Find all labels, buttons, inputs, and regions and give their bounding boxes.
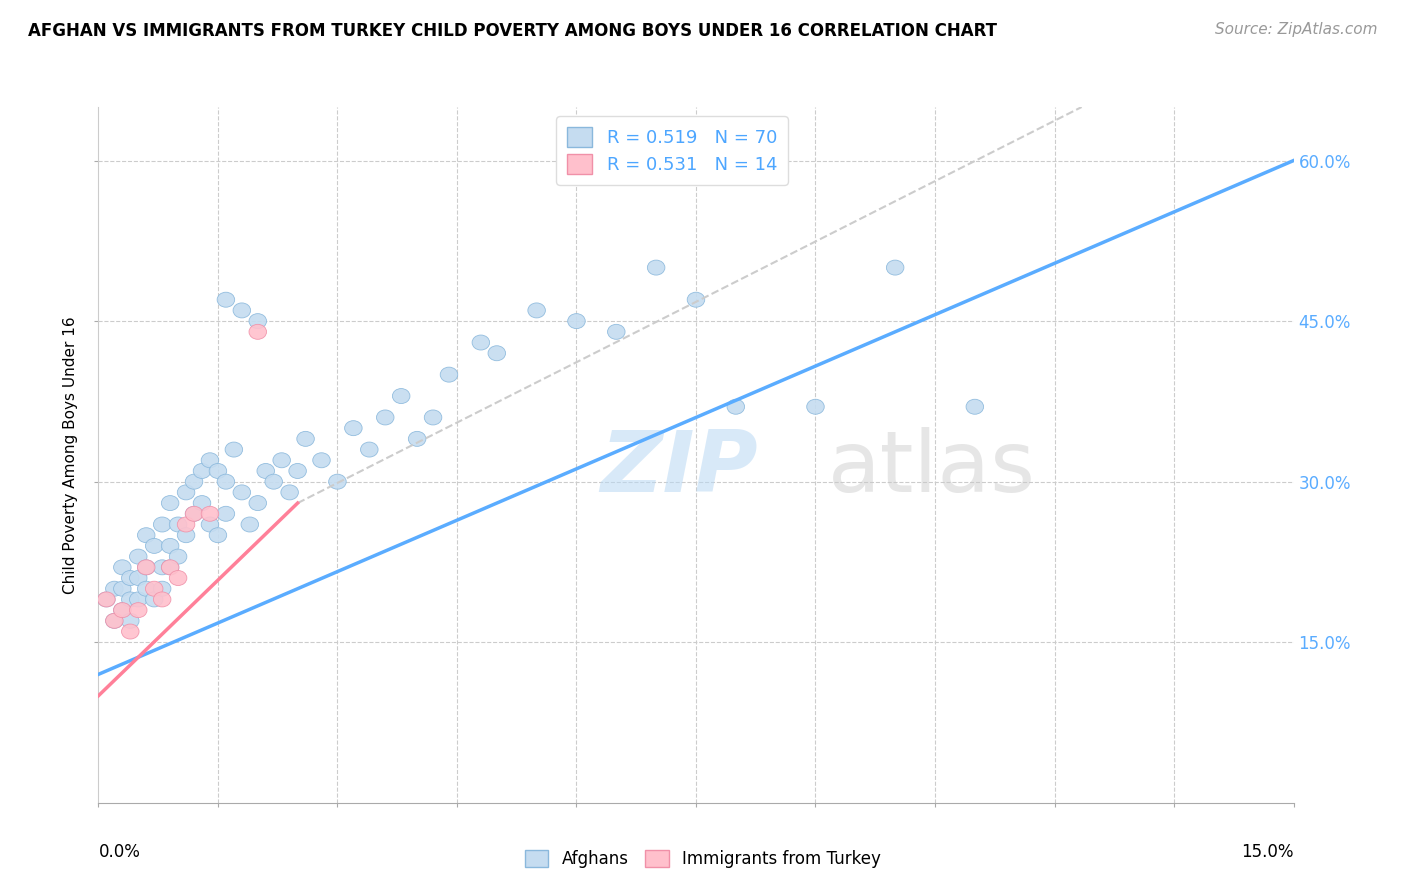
Ellipse shape [121,592,139,607]
Ellipse shape [233,485,250,500]
Y-axis label: Child Poverty Among Boys Under 16: Child Poverty Among Boys Under 16 [63,316,79,594]
Ellipse shape [249,314,267,328]
Ellipse shape [169,571,187,585]
Ellipse shape [145,592,163,607]
Ellipse shape [145,582,163,596]
Ellipse shape [129,603,148,617]
Ellipse shape [138,582,155,596]
Text: 0.0%: 0.0% [98,844,141,862]
Ellipse shape [105,582,124,596]
Ellipse shape [169,517,187,532]
Ellipse shape [312,453,330,467]
Ellipse shape [114,603,131,617]
Ellipse shape [201,517,219,532]
Text: 15.0%: 15.0% [1241,844,1294,862]
Ellipse shape [297,432,315,446]
Ellipse shape [727,400,745,414]
Ellipse shape [488,346,506,360]
Ellipse shape [162,496,179,510]
Ellipse shape [105,614,124,628]
Ellipse shape [121,614,139,628]
Ellipse shape [97,592,115,607]
Ellipse shape [527,303,546,318]
Ellipse shape [240,517,259,532]
Ellipse shape [249,325,267,339]
Ellipse shape [217,475,235,489]
Ellipse shape [360,442,378,457]
Ellipse shape [186,507,202,521]
Ellipse shape [129,549,148,564]
Ellipse shape [162,560,179,574]
Ellipse shape [568,314,585,328]
Ellipse shape [425,410,441,425]
Ellipse shape [129,571,148,585]
Ellipse shape [138,560,155,574]
Ellipse shape [121,624,139,639]
Ellipse shape [97,592,115,607]
Ellipse shape [607,325,626,339]
Ellipse shape [966,400,984,414]
Ellipse shape [273,453,291,467]
Ellipse shape [138,528,155,542]
Ellipse shape [114,560,131,574]
Ellipse shape [169,549,187,564]
Text: AFGHAN VS IMMIGRANTS FROM TURKEY CHILD POVERTY AMONG BOYS UNDER 16 CORRELATION C: AFGHAN VS IMMIGRANTS FROM TURKEY CHILD P… [28,22,997,40]
Ellipse shape [344,421,363,435]
Ellipse shape [209,528,226,542]
Ellipse shape [162,539,179,553]
Ellipse shape [177,517,195,532]
Ellipse shape [329,475,346,489]
Ellipse shape [392,389,411,403]
Ellipse shape [233,303,250,318]
Ellipse shape [193,464,211,478]
Ellipse shape [153,517,172,532]
Text: Source: ZipAtlas.com: Source: ZipAtlas.com [1215,22,1378,37]
Ellipse shape [257,464,274,478]
Ellipse shape [472,335,489,350]
Ellipse shape [688,293,704,307]
Ellipse shape [201,507,219,521]
Ellipse shape [408,432,426,446]
Ellipse shape [186,507,202,521]
Ellipse shape [217,507,235,521]
Ellipse shape [177,528,195,542]
Legend: Afghans, Immigrants from Turkey: Afghans, Immigrants from Turkey [519,843,887,875]
Ellipse shape [217,293,235,307]
Text: atlas: atlas [827,427,1035,510]
Ellipse shape [186,475,202,489]
Ellipse shape [177,485,195,500]
Ellipse shape [647,260,665,275]
Ellipse shape [288,464,307,478]
Text: ZIP: ZIP [600,427,758,510]
Ellipse shape [377,410,394,425]
Ellipse shape [145,539,163,553]
Ellipse shape [129,592,148,607]
Ellipse shape [264,475,283,489]
Ellipse shape [153,582,172,596]
Ellipse shape [440,368,458,382]
Ellipse shape [105,614,124,628]
Ellipse shape [209,464,226,478]
Ellipse shape [281,485,298,500]
Ellipse shape [886,260,904,275]
Ellipse shape [225,442,243,457]
Ellipse shape [201,453,219,467]
Ellipse shape [114,603,131,617]
Ellipse shape [193,496,211,510]
Ellipse shape [249,496,267,510]
Ellipse shape [162,560,179,574]
Ellipse shape [121,571,139,585]
Ellipse shape [114,582,131,596]
Ellipse shape [153,560,172,574]
Ellipse shape [138,560,155,574]
Legend: R = 0.519   N = 70, R = 0.531   N = 14: R = 0.519 N = 70, R = 0.531 N = 14 [557,116,787,185]
Ellipse shape [153,592,172,607]
Ellipse shape [807,400,824,414]
